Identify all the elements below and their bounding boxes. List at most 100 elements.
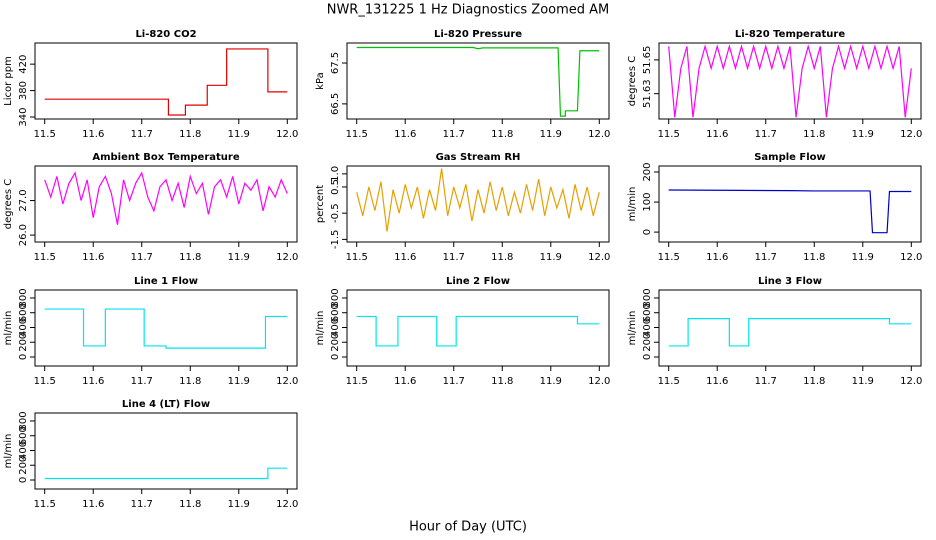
plot-frame (346, 165, 610, 243)
figure-title: NWR_131225 1 Hz Diagnostics Zoomed AM (327, 3, 610, 18)
x-tick-label: 11.6 (394, 376, 416, 387)
data-line (668, 189, 912, 234)
x-tick-label: 11.8 (179, 129, 201, 140)
y-tick-label: 51.63 (642, 79, 653, 108)
y-tick-label: 800 (330, 288, 341, 307)
plot-frame (34, 165, 298, 243)
data-line (44, 48, 288, 116)
x-tick-label: 11.8 (491, 252, 513, 263)
x-tick-label: 11.8 (803, 129, 825, 140)
x-tick-label: 11.6 (82, 499, 104, 510)
y-tick-label: 100 (642, 193, 653, 212)
x-tick-label: 11.6 (706, 376, 728, 387)
y-tick-label: 420 (18, 55, 29, 74)
y-tick-label: 27.0 (18, 189, 29, 211)
x-tick-label: 11.5 (34, 252, 56, 263)
y-tick-label: 0 (330, 354, 341, 360)
x-tick-label: 11.5 (346, 252, 368, 263)
x-tick-label: 11.7 (755, 129, 777, 140)
x-tick-label: 11.5 (346, 129, 368, 140)
x-tick-label: 11.5 (658, 376, 680, 387)
x-tick-label: 12.0 (588, 252, 610, 263)
plot-frame (34, 289, 298, 367)
y-axis-label: Licor ppm (3, 56, 14, 106)
y-axis-label: kPa (315, 72, 326, 90)
y-tick-label: 600 (642, 303, 653, 322)
y-tick-label: 0 (642, 354, 653, 360)
y-tick-label: 340 (18, 107, 29, 126)
y-tick-label: 400 (330, 318, 341, 337)
x-tick-label: 11.7 (443, 376, 465, 387)
x-tick-label: 12.0 (900, 376, 922, 387)
y-tick-label: 51.65 (642, 46, 653, 75)
panel-title: Line 2 Flow (446, 276, 510, 287)
y-tick-label: 1.0 (330, 166, 341, 182)
x-tick-label: 11.9 (852, 129, 874, 140)
y-tick-label: -0.5 (330, 203, 341, 223)
y-tick-label: 600 (18, 426, 29, 445)
x-tick-label: 11.7 (131, 376, 153, 387)
x-tick-label: 11.5 (658, 252, 680, 263)
plot-frame (34, 412, 298, 490)
x-tick-label: 11.9 (228, 376, 250, 387)
x-tick-label: 11.7 (755, 252, 777, 263)
y-axis-label: ml/min (627, 311, 638, 346)
y-tick-label: 380 (18, 81, 29, 100)
y-tick-label: 0 (18, 354, 29, 360)
x-tick-label: 11.9 (228, 252, 250, 263)
x-tick-label: 11.7 (131, 129, 153, 140)
y-axis-label: percent (315, 185, 326, 223)
data-line (44, 467, 288, 480)
data-line (44, 308, 288, 349)
y-tick-label: 66.5 (330, 93, 341, 115)
y-tick-label: 67.5 (330, 52, 341, 74)
x-tick-label: 12.0 (276, 376, 298, 387)
y-tick-label: 26.0 (18, 224, 29, 246)
data-line (356, 315, 600, 347)
x-tick-label: 11.6 (394, 129, 416, 140)
y-tick-label: 200 (18, 333, 29, 352)
x-tick-label: 11.8 (491, 129, 513, 140)
y-tick-label: 200 (642, 162, 653, 181)
x-tick-label: 11.5 (34, 499, 56, 510)
y-tick-label: 400 (18, 441, 29, 460)
x-tick-label: 11.6 (82, 376, 104, 387)
data-line (668, 318, 912, 347)
y-tick-label: 200 (18, 456, 29, 475)
y-axis-label: degrees C (627, 56, 638, 106)
panel-title: Line 4 (LT) Flow (122, 399, 210, 410)
y-tick-label: 0 (18, 477, 29, 483)
data-line (356, 168, 600, 232)
x-tick-label: 11.7 (755, 376, 777, 387)
x-tick-label: 11.8 (803, 252, 825, 263)
x-tick-label: 11.8 (179, 499, 201, 510)
plot-frame (346, 42, 610, 120)
x-tick-label: 11.5 (34, 129, 56, 140)
x-tick-label: 12.0 (900, 129, 922, 140)
y-axis-label: ml/min (627, 187, 638, 222)
x-tick-label: 11.6 (706, 129, 728, 140)
x-tick-label: 11.8 (179, 376, 201, 387)
y-tick-label: 0 (642, 229, 653, 235)
x-tick-label: 12.0 (276, 129, 298, 140)
x-tick-label: 11.5 (34, 376, 56, 387)
x-tick-label: 11.6 (82, 252, 104, 263)
y-tick-label: 600 (18, 303, 29, 322)
data-line (356, 46, 600, 117)
plot-frame (346, 289, 610, 367)
plot-frame (34, 42, 298, 120)
y-tick-label: 400 (642, 318, 653, 337)
data-line (44, 171, 288, 225)
panel-title: Line 3 Flow (758, 276, 822, 287)
x-tick-label: 11.7 (443, 252, 465, 263)
panel-title: Line 1 Flow (134, 276, 198, 287)
y-tick-label: 800 (642, 288, 653, 307)
x-tick-label: 11.7 (131, 252, 153, 263)
plot-frame (658, 42, 922, 120)
panel-title: Li-820 Pressure (434, 29, 522, 40)
x-tick-label: 11.5 (346, 376, 368, 387)
x-tick-label: 11.9 (228, 499, 250, 510)
x-tick-label: 11.6 (394, 252, 416, 263)
x-tick-label: 11.9 (852, 252, 874, 263)
y-axis-label: ml/min (315, 311, 326, 346)
